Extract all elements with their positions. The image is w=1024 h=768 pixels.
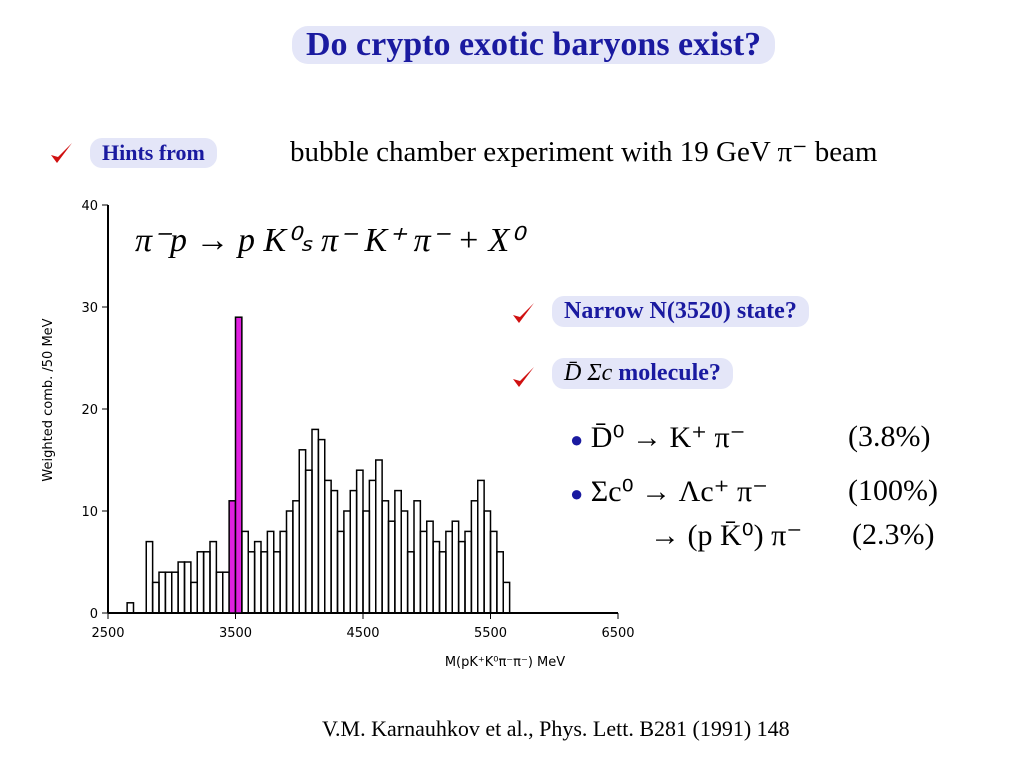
bar xyxy=(145,540,154,614)
bar xyxy=(394,489,402,614)
bar xyxy=(171,571,179,614)
bar xyxy=(368,479,377,614)
bar xyxy=(413,500,422,614)
decay: ● D̄⁰ → K⁺ π⁻ xyxy=(570,421,746,454)
question-text: molecule? xyxy=(618,360,721,386)
bar xyxy=(362,510,371,614)
bar xyxy=(445,530,453,614)
bar xyxy=(387,520,396,614)
bar xyxy=(177,561,186,614)
y-tick-label: 30 xyxy=(81,301,98,316)
bar xyxy=(426,520,434,614)
x-tick-label: 6500 xyxy=(601,626,634,641)
check-icon xyxy=(513,303,534,323)
check-icon xyxy=(513,367,534,387)
bar xyxy=(432,540,441,614)
y-tick-label: 40 xyxy=(81,199,98,214)
bar xyxy=(464,530,473,614)
decay-br: (3.8%) xyxy=(848,420,931,453)
y-tick-label: 20 xyxy=(81,403,98,418)
bar xyxy=(158,571,167,614)
x-tick-label: 3500 xyxy=(219,626,252,641)
y-tick-label: 0 xyxy=(90,607,98,622)
bar xyxy=(266,530,275,614)
bar xyxy=(457,540,466,614)
citation: V.M. Karnauhkov et al., Phys. Lett. B281… xyxy=(322,716,790,741)
bar xyxy=(260,551,269,614)
bar xyxy=(349,489,358,614)
decay-lhs: → (p K̄⁰) π⁻ xyxy=(650,519,803,552)
y-axis-label: Weighted comb. /50 MeV xyxy=(41,318,56,481)
bar xyxy=(496,551,504,614)
bar xyxy=(183,561,192,614)
bar xyxy=(330,489,339,614)
symbol: D̄ Σc xyxy=(564,360,613,386)
x-axis-label: M(pK⁺K⁰π⁻π⁻) MeV xyxy=(445,655,565,670)
bar xyxy=(477,479,485,614)
x-tick-label: 5500 xyxy=(474,626,507,641)
bar xyxy=(202,551,211,614)
bar xyxy=(215,571,224,614)
bar xyxy=(406,551,415,614)
bar xyxy=(489,530,498,614)
decay-br: (100%) xyxy=(848,474,938,507)
x-tick-label: 2500 xyxy=(91,626,124,641)
hint-tag: Hints from xyxy=(90,138,217,168)
bar xyxy=(190,581,198,614)
bar xyxy=(228,500,237,614)
question: Narrow N(3520) state? xyxy=(552,296,809,327)
question: D̄ Σc molecule? xyxy=(552,358,733,389)
decay-br: (2.3%) xyxy=(852,518,935,551)
title: Do crypto exotic baryons exist? xyxy=(292,26,776,64)
bar xyxy=(209,540,218,614)
reaction: π⁻p → p K⁰ₛ π⁻ K⁺ π⁻ + X⁰ xyxy=(135,222,523,259)
bar xyxy=(336,530,345,614)
bar xyxy=(451,520,460,614)
bar xyxy=(279,530,288,614)
decay: ● Σc⁰ → Λc⁺ π⁻ xyxy=(570,475,768,508)
bar xyxy=(438,551,447,614)
bar xyxy=(400,510,409,614)
bar xyxy=(304,469,313,614)
y-tick-label: 10 xyxy=(81,505,98,520)
bar xyxy=(164,571,173,614)
bar xyxy=(196,551,205,614)
bar xyxy=(375,459,383,614)
bar xyxy=(311,428,320,614)
bar xyxy=(273,551,281,614)
bar xyxy=(253,540,262,614)
bar xyxy=(355,469,364,614)
bar xyxy=(502,581,511,614)
check-icon xyxy=(51,143,72,163)
decay-lhs: D̄⁰ → K⁺ π⁻ xyxy=(590,421,746,454)
bar xyxy=(234,316,243,614)
bar xyxy=(317,438,326,614)
bar xyxy=(241,530,249,614)
bar xyxy=(126,602,135,614)
bar xyxy=(381,500,390,614)
decay-lhs: Σc⁰ → Λc⁺ π⁻ xyxy=(590,475,768,508)
bar xyxy=(247,551,256,614)
bar xyxy=(292,500,300,614)
bar xyxy=(222,571,230,614)
bar xyxy=(324,479,332,614)
bar xyxy=(419,530,428,614)
bar xyxy=(483,510,492,614)
bar xyxy=(470,500,479,614)
hint-text: bubble chamber experiment with 19 GeV π⁻… xyxy=(290,136,878,168)
bar xyxy=(298,449,307,614)
bar xyxy=(343,510,351,614)
bar xyxy=(151,581,160,614)
x-tick-label: 4500 xyxy=(346,626,379,641)
bar xyxy=(285,510,294,614)
